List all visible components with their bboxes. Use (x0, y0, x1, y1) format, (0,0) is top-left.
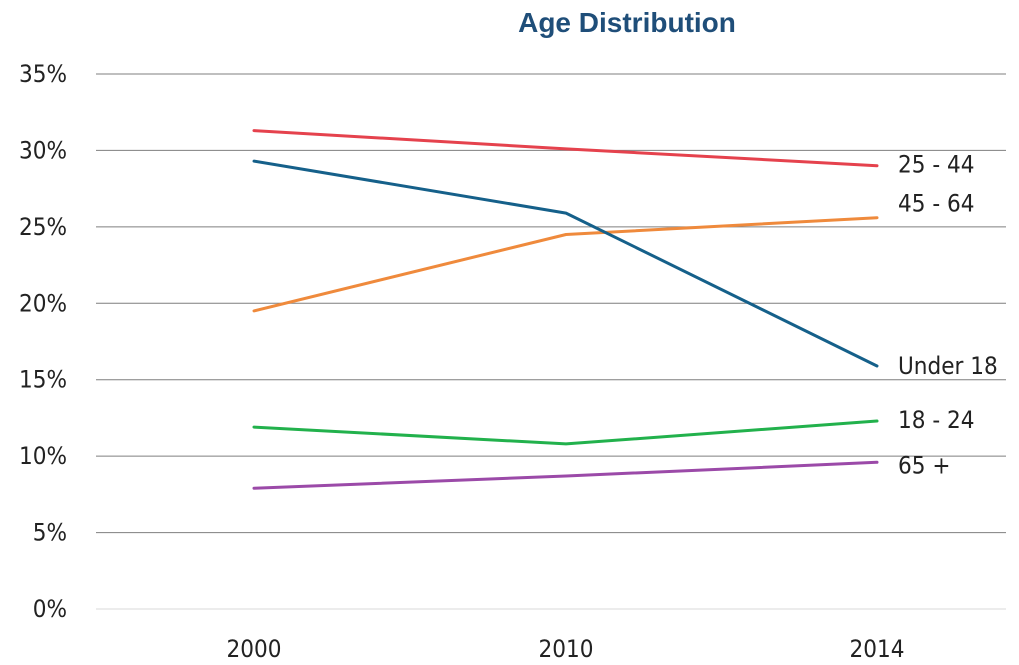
x-tick-label: 2000 (227, 635, 282, 663)
series-line (252, 216, 879, 313)
y-tick-label: 0% (33, 595, 67, 623)
series-label: Under 18 (898, 352, 998, 380)
series-line (252, 129, 879, 168)
x-tick-label: 2014 (850, 635, 905, 663)
y-tick-label: 25% (19, 213, 67, 241)
x-axis-ticks: 2000 2010 2014 (227, 635, 905, 663)
series-lines (252, 129, 879, 490)
y-axis-ticks: 0% 5% 10% 15% 20% 25% 30% 35% (19, 60, 67, 623)
x-tick-label: 2010 (539, 635, 594, 663)
series-line (252, 419, 879, 446)
series-label: 45 - 64 (898, 190, 974, 218)
series-labels: 25 - 44 45 - 64 Under 18 18 - 24 65 + (898, 151, 998, 480)
y-tick-label: 5% (33, 519, 67, 547)
series-line (252, 460, 879, 490)
y-tick-label: 15% (19, 366, 67, 394)
gridlines (96, 73, 1006, 610)
y-tick-label: 10% (19, 442, 67, 470)
series-label: 18 - 24 (898, 406, 974, 434)
y-tick-label: 35% (19, 60, 67, 88)
chart-title: Age Distribution (518, 7, 736, 38)
y-tick-label: 20% (19, 289, 67, 317)
y-tick-label: 30% (19, 136, 67, 164)
series-label: 65 + (898, 451, 950, 479)
series-line (252, 159, 879, 368)
series-label: 25 - 44 (898, 151, 974, 179)
